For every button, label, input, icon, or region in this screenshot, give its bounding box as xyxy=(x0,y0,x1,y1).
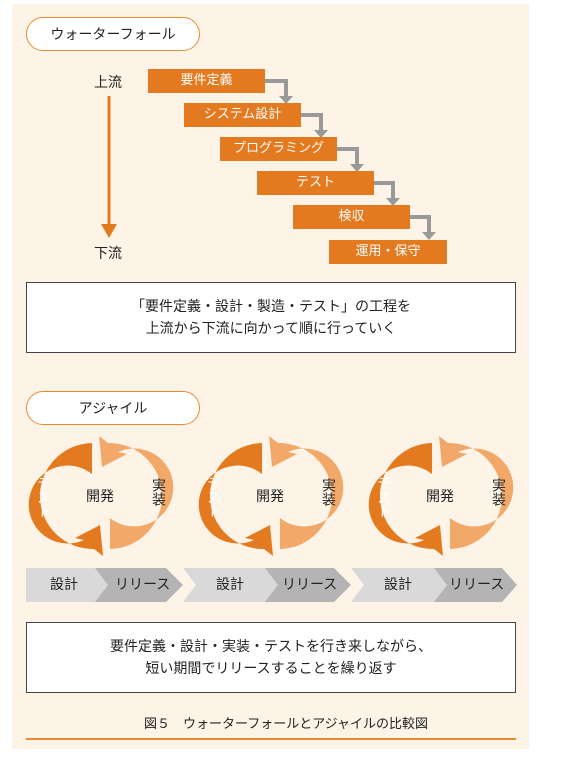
waterfall-connectors xyxy=(265,79,436,240)
figure-caption: 図５ ウォーターフォールとアジャイルの比較図 xyxy=(143,717,429,732)
cycle-test-label-3: テスト xyxy=(375,476,391,518)
step-programming: プログラミング xyxy=(220,137,337,161)
step-system-design: システム設計 xyxy=(184,103,301,127)
downstream-label: 下流 xyxy=(94,246,122,262)
cycle-impl-label-1: 実装 xyxy=(150,478,166,506)
cycle-test-label-1: テスト xyxy=(35,476,51,518)
agile-note-line1: 要件定義・設計・実装・テストを行き来しながら、 xyxy=(110,638,432,655)
agile-note-line2: 短い期間でリリースすることを繰り返す xyxy=(145,660,397,677)
agile-title-pill: アジャイル xyxy=(26,391,200,425)
cycle-impl-label-3: 実装 xyxy=(490,478,506,506)
band-release-3: リリース xyxy=(449,577,505,593)
process-band xyxy=(26,568,517,602)
band-design-1: 設計 xyxy=(50,577,78,593)
waterfall-note-line2: 上流から下流に向かって順に行っていく xyxy=(145,320,397,337)
cycle-dev-label-1: 開発 xyxy=(86,489,114,505)
agile-cycle-3: テスト 開発 実装 xyxy=(366,436,516,556)
waterfall-note-line1: 「要件定義・設計・製造・テスト」の工程を xyxy=(131,298,411,315)
band-release-1: リリース xyxy=(115,577,171,593)
waterfall-title-pill: ウォーターフォール xyxy=(26,17,200,51)
band-design-2: 設計 xyxy=(216,577,244,593)
agile-cycle-1: テスト 開発 実装 xyxy=(26,436,176,556)
cycle-dev-label-2: 開発 xyxy=(256,489,284,505)
cycle-test-label-2: テスト xyxy=(205,476,221,518)
agile-note: 要件定義・設計・実装・テストを行き来しながら、 短い期間でリリースすることを繰り… xyxy=(26,622,516,693)
upstream-label: 上流 xyxy=(94,75,122,91)
agile-cycle-2: テスト 開発 実装 xyxy=(196,436,346,556)
waterfall-note: 「要件定義・設計・製造・テスト」の工程を 上流から下流に向かって順に行っていく xyxy=(26,282,516,353)
band-design-3: 設計 xyxy=(384,577,412,593)
cycle-impl-label-2: 実装 xyxy=(320,478,336,506)
step-operation: 運用・保守 xyxy=(329,240,447,264)
step-acceptance: 検収 xyxy=(293,205,410,229)
band-release-2: リリース xyxy=(282,577,338,593)
cycle-dev-label-3: 開発 xyxy=(426,489,454,505)
step-requirements: 要件定義 xyxy=(148,69,265,93)
caption-rule xyxy=(26,738,516,740)
step-test: テスト xyxy=(257,171,374,195)
downstream-arrow xyxy=(101,96,117,238)
